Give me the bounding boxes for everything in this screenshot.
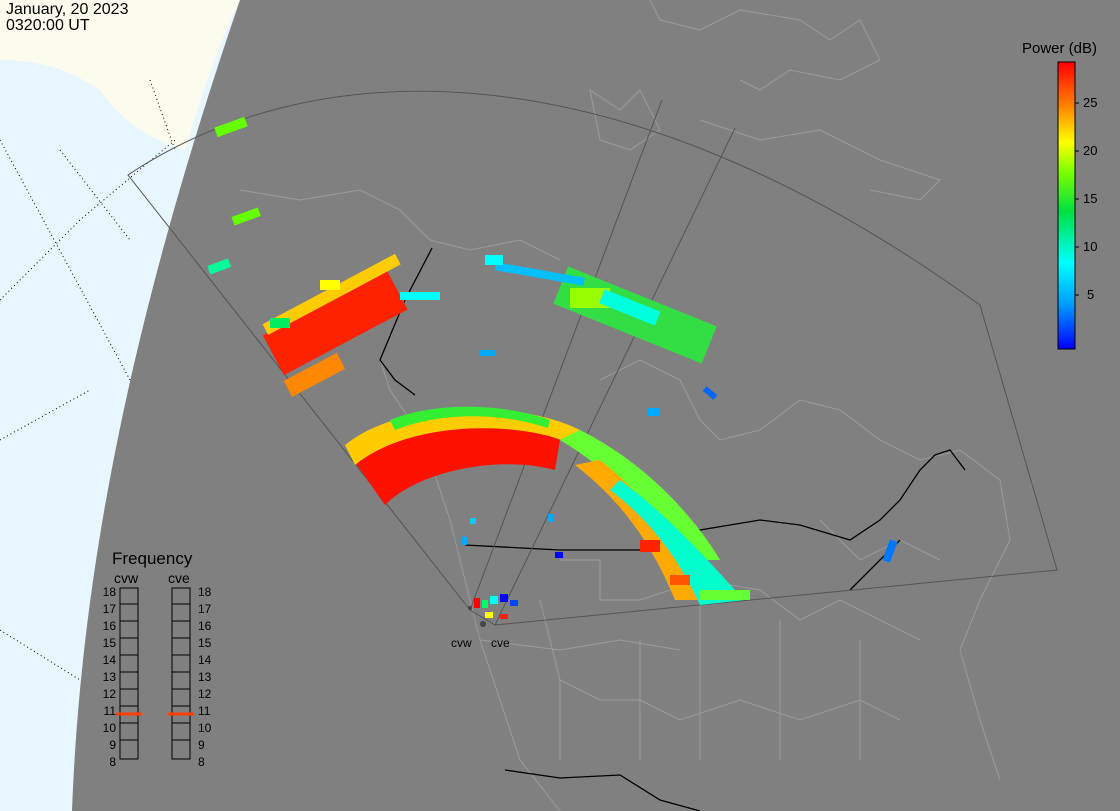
frequency-scale-label: 16 [198, 619, 212, 633]
frequency-scale-label: 17 [102, 602, 116, 616]
frequency-scale-label: 11 [198, 704, 211, 718]
frequency-scale-label: 8 [109, 755, 116, 769]
colorbar-tick: 10 [1083, 239, 1098, 254]
date-label: January, 20 2023 [6, 1, 129, 18]
graticule [0, 79, 176, 681]
colorbar-ticks [1075, 102, 1079, 296]
colorbar-tick: 25 [1083, 95, 1098, 110]
radar-label-cve: cve [491, 636, 510, 650]
backscatter [207, 116, 898, 619]
frequency-scale-label: 13 [102, 670, 116, 684]
frequency-scale-label: 16 [102, 619, 116, 633]
radar-label-cvw: cvw [451, 636, 472, 650]
coastlines [239, 0, 1011, 811]
frequency-bars [119, 587, 191, 760]
frequency-scale-label: 18 [198, 585, 212, 599]
frequency-scale-label: 11 [103, 704, 116, 718]
frequency-scale-label: 12 [198, 687, 212, 701]
frequency-scale-label: 10 [198, 721, 212, 735]
frequency-scale-label: 12 [102, 687, 116, 701]
frequency-radar-label: cve [168, 570, 190, 586]
frequency-scale-label: 9 [109, 738, 116, 752]
frequency-scale-label: 15 [198, 636, 212, 650]
frequency-scale-label: 13 [198, 670, 212, 684]
frequency-scale-label: 15 [102, 636, 116, 650]
radar-sites [468, 606, 486, 627]
night-shading [72, 0, 1120, 811]
colorbar-tick: 15 [1083, 191, 1098, 206]
frequency-title: Frequency [112, 549, 193, 568]
frequency-scale-label: 9 [198, 738, 205, 752]
landmass-alaska [0, 0, 240, 150]
time-label: 0320:00 UT [6, 17, 90, 34]
frequency-scale-label: 14 [198, 653, 212, 667]
frequency-scale-label: 17 [198, 602, 212, 616]
frequency-scale-label: 10 [102, 721, 116, 735]
colorbar-title: Power (dB) [1022, 40, 1098, 57]
frequency-radar-label: cvw [114, 570, 139, 586]
frequency-scale-label: 8 [198, 755, 205, 769]
frequency-scale-label: 14 [102, 653, 116, 667]
colorbar [1057, 61, 1076, 350]
frequency-scale-label: 18 [102, 585, 116, 599]
colorbar-tick: 20 [1083, 143, 1098, 158]
colorbar-tick: 5 [1087, 287, 1095, 302]
